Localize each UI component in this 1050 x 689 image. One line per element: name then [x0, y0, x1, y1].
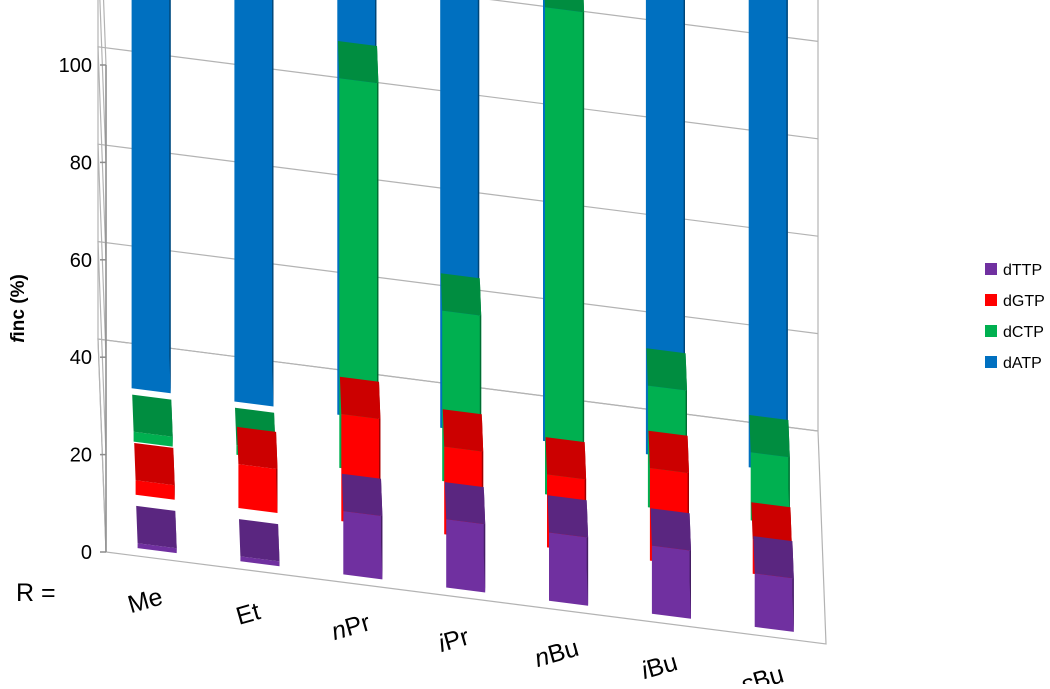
x-tick-label: iPr: [435, 623, 472, 658]
bar-top-face: [134, 443, 175, 486]
bar-front-face: [240, 556, 280, 567]
legend-item-dCTP: dCTP: [985, 324, 1044, 341]
bar-top-face: [753, 536, 794, 579]
legend-label: dCTP: [1003, 324, 1044, 341]
legend-swatch: [985, 325, 997, 337]
bar-front-face: [133, 431, 173, 447]
y-tick-label: 40: [70, 347, 92, 369]
bars-layer: [131, 0, 794, 632]
bar-top-face: [132, 394, 173, 437]
bar-top-face: [440, 273, 482, 316]
legend-label: dGTP: [1003, 293, 1045, 310]
category-prefix-label: R =: [16, 579, 56, 607]
bar-top-face: [337, 41, 379, 84]
x-tick-label: nBu: [531, 634, 581, 673]
bar-top-face: [239, 519, 280, 562]
bar-top-face: [650, 508, 691, 551]
bar-front-face: [137, 543, 177, 554]
bar-top-face: [442, 409, 484, 452]
bar-side-face: [786, 0, 788, 473]
bar-top-face: [136, 505, 177, 549]
bar-side-face: [683, 0, 685, 459]
legend-item-dGTP: dGTP: [985, 293, 1045, 310]
bar-dTTP-7: [753, 536, 794, 632]
x-tick-label: sBu: [738, 660, 787, 684]
bar-side-face: [169, 0, 171, 394]
bar-dCTP-5: [544, 0, 585, 500]
legend-swatch: [985, 294, 997, 306]
bar-front-face: [238, 464, 278, 513]
bar-top-face: [749, 415, 790, 458]
legend-item-dTTP: dTTP: [985, 262, 1042, 279]
bar-dTTP-4: [444, 482, 486, 593]
bar-side-face: [272, 0, 274, 407]
bar-top-face: [751, 502, 792, 545]
bar-top-face: [544, 0, 585, 13]
legend-item-dATP: dATP: [985, 355, 1042, 372]
bar-top-face: [545, 437, 587, 480]
y-tick-label: 80: [70, 152, 92, 174]
bar-dATP-2: [234, 0, 274, 407]
x-tick-label: Me: [125, 583, 166, 619]
bar-dATP-6: [645, 0, 685, 459]
legend-label: dATP: [1003, 355, 1042, 372]
bar-front-face: [131, 0, 171, 394]
bar-dGTP-1: [134, 443, 175, 500]
x-tick-label: iBu: [638, 648, 680, 684]
bar-dCTP-1: [132, 394, 173, 447]
bar-front-face: [549, 532, 589, 606]
bar-front-face: [651, 545, 691, 619]
bar-dCTP-3: [337, 41, 379, 473]
y-tick-label: 100: [59, 55, 92, 77]
y-axis-title-italic: f: [8, 335, 29, 343]
bar-front-face: [748, 0, 788, 473]
bar-top-face: [237, 426, 278, 470]
x-tick-label: Et: [233, 597, 263, 630]
bar-top-face: [339, 376, 381, 419]
bar-top-face: [547, 495, 589, 538]
bar-front-face: [446, 519, 486, 593]
bar-front-face: [135, 480, 175, 500]
bar-top-face: [444, 482, 486, 525]
bar-dTTP-6: [650, 508, 691, 619]
bar-dATP-7: [748, 0, 788, 473]
legend-swatch: [985, 356, 997, 368]
bar-front-face: [754, 573, 794, 632]
y-axis-title-rest: inc (%): [8, 274, 29, 336]
floor: [97, 338, 827, 645]
bar-top-face: [648, 430, 689, 473]
bar-front-face: [234, 0, 274, 407]
bar-top-face: [341, 473, 383, 517]
bar-front-face: [545, 7, 585, 500]
bar-dTTP-1: [136, 505, 177, 554]
y-axis-title: finc (%): [8, 274, 29, 343]
x-tick-label: nPr: [328, 608, 373, 646]
bar-front-face: [339, 78, 379, 473]
bar-side-face: [582, 0, 585, 500]
bar-dGTP-2: [237, 426, 278, 513]
bar-front-face: [343, 511, 383, 580]
y-tick-label: 20: [70, 445, 92, 467]
bar-dTTP-3: [341, 473, 383, 580]
y-tick-label: 60: [70, 250, 92, 272]
legend: dTTP dGTP dCTP dATP: [985, 262, 1045, 372]
bar-top-face: [646, 348, 687, 391]
legend-swatch: [985, 263, 997, 275]
bar-dTTP-2: [239, 519, 280, 567]
y-tick-label: 0: [81, 542, 92, 564]
bar-side-face: [377, 46, 379, 473]
bar-dTTP-5: [547, 495, 589, 606]
bar-dATP-1: [131, 0, 171, 394]
bar-front-face: [645, 0, 685, 459]
legend-label: dTTP: [1003, 262, 1042, 279]
